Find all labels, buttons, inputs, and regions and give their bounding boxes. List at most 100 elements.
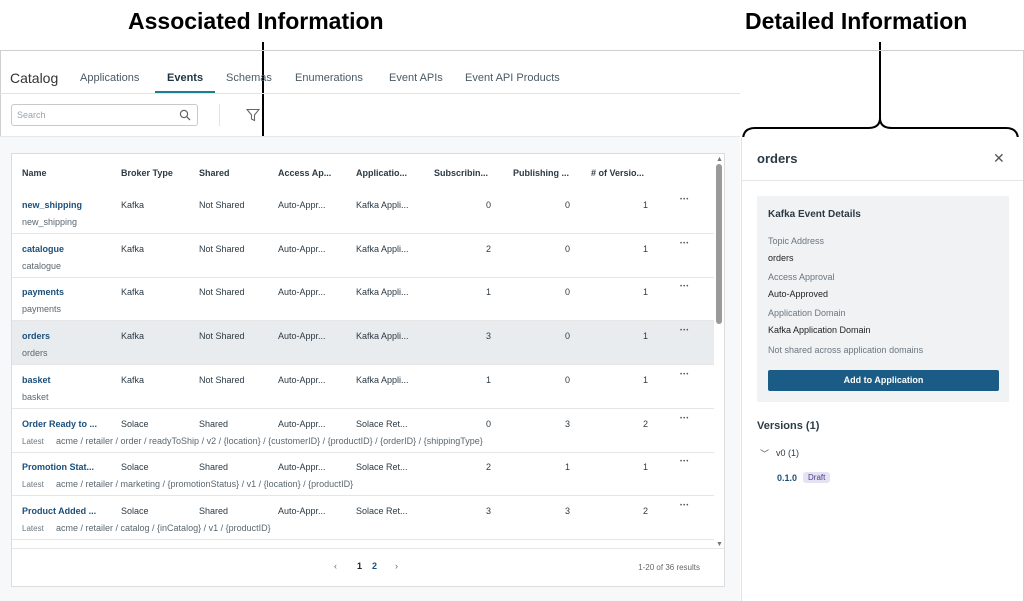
event-subtitle: new_shipping	[22, 217, 78, 227]
subscribing-count: 1	[485, 375, 491, 385]
column-header-broker-type[interactable]: Broker Type	[121, 168, 173, 178]
broker-type: Kafka	[121, 244, 145, 254]
column-header-publishing[interactable]: Publishing ...	[513, 168, 569, 178]
broker-type: Kafka	[121, 287, 145, 297]
table-row[interactable]	[12, 234, 714, 278]
pagination: ‹ 1 2 › 1-20 of 36 results	[12, 548, 724, 586]
table-row[interactable]	[12, 452, 714, 496]
tab-applications[interactable]: Applications	[80, 72, 140, 84]
table-row[interactable]	[12, 321, 714, 365]
shared-status: Not Shared	[199, 331, 245, 341]
shared-status: Shared	[199, 506, 229, 516]
column-header-application[interactable]: Applicatio...	[356, 168, 408, 178]
event-name-link[interactable]: Promotion Stat...	[22, 462, 94, 472]
application-domain: Solace Ret...	[356, 462, 408, 472]
event-name-link[interactable]: orders	[22, 331, 51, 341]
results-count: 1-20 of 36 results	[638, 563, 700, 572]
table-scrollbar[interactable]: ▲ ▼	[715, 156, 723, 548]
latest-label: Latest	[22, 524, 44, 533]
table-row[interactable]	[12, 277, 714, 321]
filter-icon[interactable]	[246, 108, 260, 122]
event-name-link[interactable]: basket	[22, 375, 51, 385]
versions-count: 1	[642, 331, 648, 341]
table-row[interactable]	[12, 496, 714, 540]
access-approval: Auto-Appr...	[278, 506, 326, 516]
subscribing-count: 2	[485, 462, 491, 472]
event-subtitle: basket	[22, 392, 49, 402]
version-link[interactable]: 0.1.0	[777, 473, 798, 483]
versions-count: 2	[642, 506, 648, 516]
previous-page-icon[interactable]: ‹	[334, 561, 337, 571]
application-domain: Solace Ret...	[356, 419, 408, 429]
version-group-toggle[interactable]: v0 (1)	[776, 448, 800, 458]
access-approval: Auto-Appr...	[278, 331, 326, 341]
publishing-count: 0	[564, 200, 570, 210]
events-table	[11, 153, 725, 587]
subscribing-count: 3	[485, 331, 491, 341]
table-row[interactable]	[12, 190, 714, 234]
more-actions-icon[interactable]: •••	[680, 241, 690, 247]
application-domain: Kafka Appli...	[356, 375, 409, 385]
tab-events[interactable]: Events	[167, 72, 204, 84]
event-name-link[interactable]: new_shipping	[22, 200, 83, 210]
versions-count: 1	[642, 244, 648, 254]
page-2-link[interactable]: 2	[372, 561, 378, 571]
publishing-count: 3	[564, 506, 570, 516]
versions-heading: Versions (1)	[757, 420, 820, 432]
tab-enumerations[interactable]: Enumerations	[295, 72, 363, 84]
more-actions-icon[interactable]: •••	[680, 459, 690, 465]
subscribing-count: 3	[485, 506, 491, 516]
tab-schemas[interactable]: Schemas	[226, 72, 272, 84]
more-actions-icon[interactable]: •••	[680, 416, 690, 422]
event-name-link[interactable]: Product Added ...	[22, 506, 97, 516]
shared-status: Shared	[199, 419, 229, 429]
tab-event-api-products[interactable]: Event API Products	[465, 72, 560, 84]
search-input[interactable]: Search	[11, 104, 198, 126]
search-icon[interactable]	[179, 109, 191, 121]
scroll-up-arrow-icon[interactable]: ▲	[716, 156, 723, 163]
toolbar-divider	[219, 104, 220, 126]
toolbar-separator	[0, 136, 740, 137]
annotation-associated-information: Associated Information	[128, 8, 384, 34]
more-actions-icon[interactable]: •••	[680, 503, 690, 509]
add-to-application-button[interactable]: Add to Application	[768, 370, 999, 391]
event-name-link[interactable]: payments	[22, 287, 65, 297]
latest-label: Latest	[22, 480, 44, 489]
tab-event-apis[interactable]: Event APIs	[389, 72, 443, 84]
topic-address: acme / retailer / order / readyToShip / …	[56, 436, 483, 446]
column-header-subscribing[interactable]: Subscribin...	[434, 168, 489, 178]
active-tab-indicator	[155, 91, 215, 93]
next-page-icon[interactable]: ›	[395, 561, 398, 571]
publishing-count: 0	[564, 331, 570, 341]
event-name-link[interactable]: Order Ready to ...	[22, 419, 98, 429]
event-name-link[interactable]: catalogue	[22, 244, 65, 254]
application-domain: Kafka Appli...	[356, 200, 409, 210]
column-header-access-approval[interactable]: Access Ap...	[278, 168, 332, 178]
application-domain-value: Kafka Application Domain	[768, 325, 871, 335]
scroll-down-arrow-icon[interactable]: ▼	[716, 541, 723, 548]
access-approval-value: Auto-Approved	[768, 289, 829, 299]
draft-badge: Draft	[803, 472, 831, 483]
detail-separator	[741, 180, 1023, 181]
more-actions-icon[interactable]: •••	[680, 372, 690, 378]
more-actions-icon[interactable]: •••	[680, 197, 690, 203]
column-header-versions[interactable]: # of Versio...	[591, 168, 645, 178]
topic-address-value: orders	[768, 253, 794, 263]
more-actions-icon[interactable]: •••	[680, 284, 690, 290]
table-row[interactable]	[12, 365, 714, 409]
broker-type: Solace	[121, 462, 149, 472]
page-1-link[interactable]: 1	[357, 561, 363, 571]
scrollbar-thumb[interactable]	[716, 164, 722, 324]
annotation-detailed-information: Detailed Information	[745, 8, 968, 34]
column-header-shared[interactable]: Shared	[199, 168, 230, 178]
more-actions-icon[interactable]: •••	[680, 328, 690, 334]
chevron-down-icon[interactable]: ﹀	[760, 449, 770, 459]
publishing-count: 0	[564, 244, 570, 254]
table-row[interactable]	[12, 409, 714, 453]
versions-count: 2	[642, 419, 648, 429]
broker-type: Solace	[121, 419, 149, 429]
topic-address-label: Topic Address	[768, 236, 825, 246]
close-icon[interactable]: ✕	[993, 150, 1005, 166]
event-subtitle: catalogue	[22, 261, 62, 271]
column-header-name[interactable]: Name	[22, 168, 47, 178]
